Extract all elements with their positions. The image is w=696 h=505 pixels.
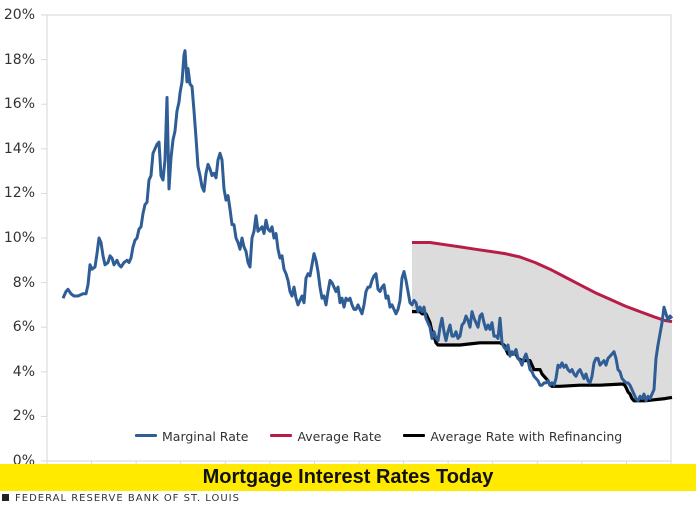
y-tick-label: 20% bbox=[3, 7, 35, 23]
legend-label: Marginal Rate bbox=[162, 429, 249, 444]
footer-credit: FEDERAL RESERVE BANK OF ST. LOUIS bbox=[2, 493, 240, 505]
legend-item-average-rate: Average Rate bbox=[270, 429, 381, 444]
y-tick-label: 18% bbox=[3, 51, 35, 68]
y-tick-label: 6% bbox=[12, 319, 35, 336]
title-banner: Mortgage Interest Rates Today bbox=[0, 464, 696, 491]
chart-legend: Marginal Rate Average Rate Average Rate … bbox=[135, 429, 640, 444]
y-tick-label: 2% bbox=[12, 408, 35, 425]
legend-label: Average Rate bbox=[297, 429, 382, 444]
legend-label: Average Rate with Refinancing bbox=[430, 429, 623, 444]
average-rate-line bbox=[412, 241, 673, 324]
plot-svg bbox=[41, 14, 674, 467]
square-bullet-icon bbox=[2, 494, 9, 501]
legend-swatch-icon bbox=[403, 434, 426, 437]
legend-swatch-icon bbox=[270, 434, 293, 437]
marginal-rate-line bbox=[61, 49, 674, 403]
y-tick-label: 12% bbox=[3, 185, 35, 202]
y-tick-label: 4% bbox=[12, 363, 35, 380]
plot-border bbox=[46, 14, 672, 462]
y-tick-label: 16% bbox=[3, 96, 35, 113]
footer-text: FEDERAL RESERVE BANK OF ST. LOUIS bbox=[15, 493, 240, 504]
y-tick-label: 14% bbox=[3, 140, 35, 157]
legend-swatch-icon bbox=[135, 434, 157, 437]
chart-area: 0% 2% 4% 6% 8% 10% 12% 14% 16% 18% 20% bbox=[3, 7, 674, 469]
y-axis-ticks bbox=[41, 14, 47, 462]
y-tick-label: 8% bbox=[12, 274, 35, 291]
chart-title: Mortgage Interest Rates Today bbox=[202, 466, 494, 488]
legend-item-marginal-rate: Marginal Rate bbox=[135, 429, 248, 444]
legend-item-average-rate-refinancing: Average Rate with Refinancing bbox=[403, 429, 622, 444]
y-tick-label: 10% bbox=[3, 230, 35, 246]
